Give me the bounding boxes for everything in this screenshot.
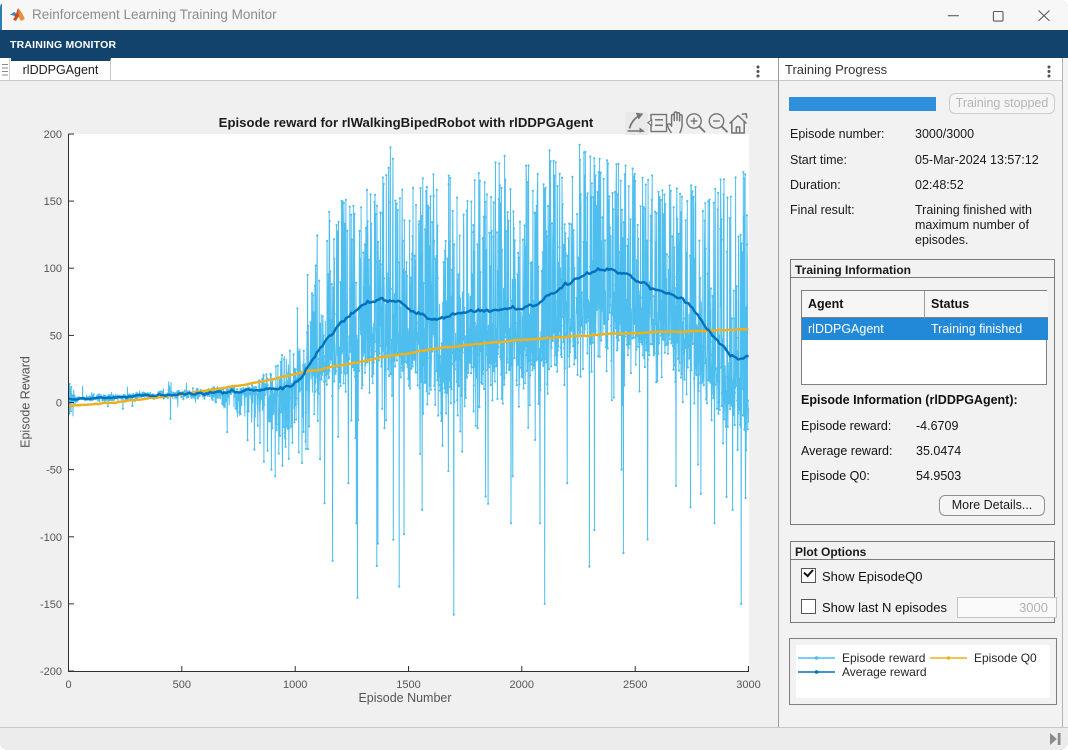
svg-text:Episode reward: Episode reward [842, 651, 925, 665]
svg-text:200: 200 [44, 129, 62, 141]
svg-text:-100: -100 [40, 532, 62, 544]
svg-text:1000: 1000 [283, 679, 307, 691]
svg-text:3000: 3000 [736, 679, 760, 691]
svg-text:Episode Number: Episode Number [358, 691, 451, 705]
svg-text:Episode reward for rlWalkingBi: Episode reward for rlWalkingBipedRobot w… [219, 115, 594, 130]
svg-text:100: 100 [44, 263, 62, 275]
svg-text:-50: -50 [46, 465, 62, 477]
svg-text:2000: 2000 [510, 679, 534, 691]
svg-text:2500: 2500 [623, 679, 647, 691]
svg-text:0: 0 [56, 398, 62, 410]
svg-text:1500: 1500 [396, 679, 420, 691]
svg-text:50: 50 [50, 330, 62, 342]
svg-text:Average reward: Average reward [842, 665, 927, 679]
svg-text:500: 500 [173, 679, 191, 691]
svg-text:-200: -200 [40, 666, 62, 678]
svg-text:-150: -150 [40, 599, 62, 611]
svg-text:Episode Q0: Episode Q0 [974, 651, 1037, 665]
svg-text:Episode Reward: Episode Reward [19, 356, 33, 448]
svg-text:150: 150 [44, 196, 62, 208]
svg-text:0: 0 [65, 679, 71, 691]
